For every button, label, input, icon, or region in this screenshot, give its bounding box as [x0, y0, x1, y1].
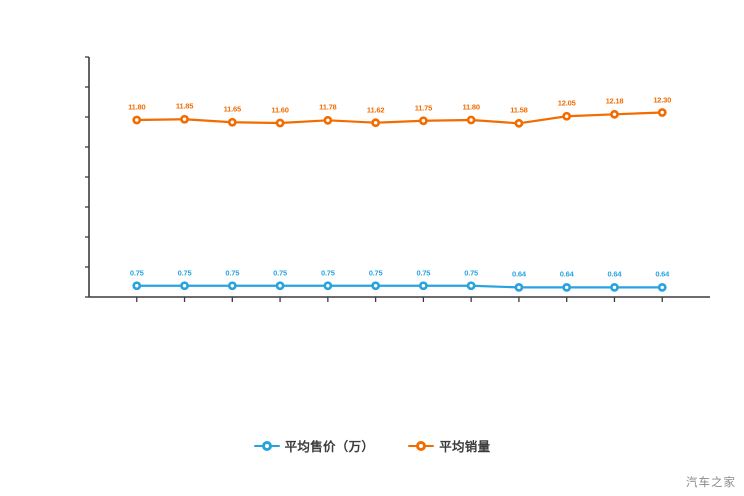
legend-item-1[interactable]: 平均销量: [408, 436, 490, 455]
legend-marker-orange: [408, 440, 435, 452]
chart-legend: 平均售价（万） 平均销量: [0, 436, 744, 455]
chart-series-group: [132, 108, 667, 292]
legend-label-1: 平均销量: [439, 440, 491, 454]
chart-axes: [85, 56, 710, 302]
watermark-autohome: 汽车之家: [686, 475, 736, 489]
legend-item-0[interactable]: 平均售价（万）: [253, 436, 375, 455]
legend-label-0: 平均售价（万）: [284, 440, 375, 454]
legend-marker-blue: [253, 440, 280, 452]
